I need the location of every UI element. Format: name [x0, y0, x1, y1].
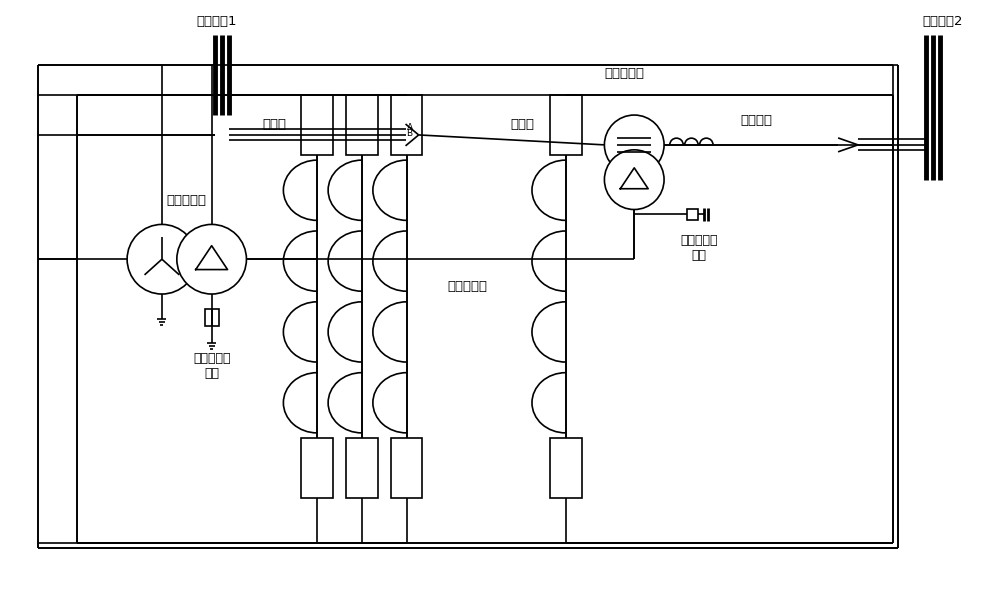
Circle shape	[604, 150, 664, 209]
Text: 换流阀: 换流阀	[511, 118, 535, 132]
Text: A: A	[407, 123, 413, 132]
Bar	[346, 95, 378, 155]
Text: 交流线路: 交流线路	[740, 114, 772, 127]
Text: 交流母线1: 交流母线1	[196, 14, 237, 28]
Bar	[391, 95, 422, 155]
Bar	[550, 438, 582, 498]
Text: 换流阀: 换流阀	[262, 118, 286, 132]
Bar	[550, 95, 582, 155]
Circle shape	[604, 115, 664, 175]
Bar	[391, 438, 422, 498]
Text: 中性点接地
电阻: 中性点接地 电阻	[680, 234, 718, 263]
Text: 中性点接地
电阻: 中性点接地 电阻	[193, 352, 230, 380]
Bar	[205, 309, 219, 326]
Bar	[687, 209, 698, 220]
Bar	[301, 438, 333, 498]
Text: 并联变压器: 并联变压器	[167, 194, 207, 206]
Text: B: B	[407, 129, 413, 138]
Bar	[301, 95, 333, 155]
Bar	[346, 438, 378, 498]
Text: 桥臂电抗器: 桥臂电抗器	[448, 280, 488, 293]
Text: 交流母线2: 交流母线2	[922, 14, 963, 28]
Text: 串联变压器: 串联变压器	[604, 67, 644, 80]
Circle shape	[177, 224, 246, 294]
Circle shape	[127, 224, 197, 294]
